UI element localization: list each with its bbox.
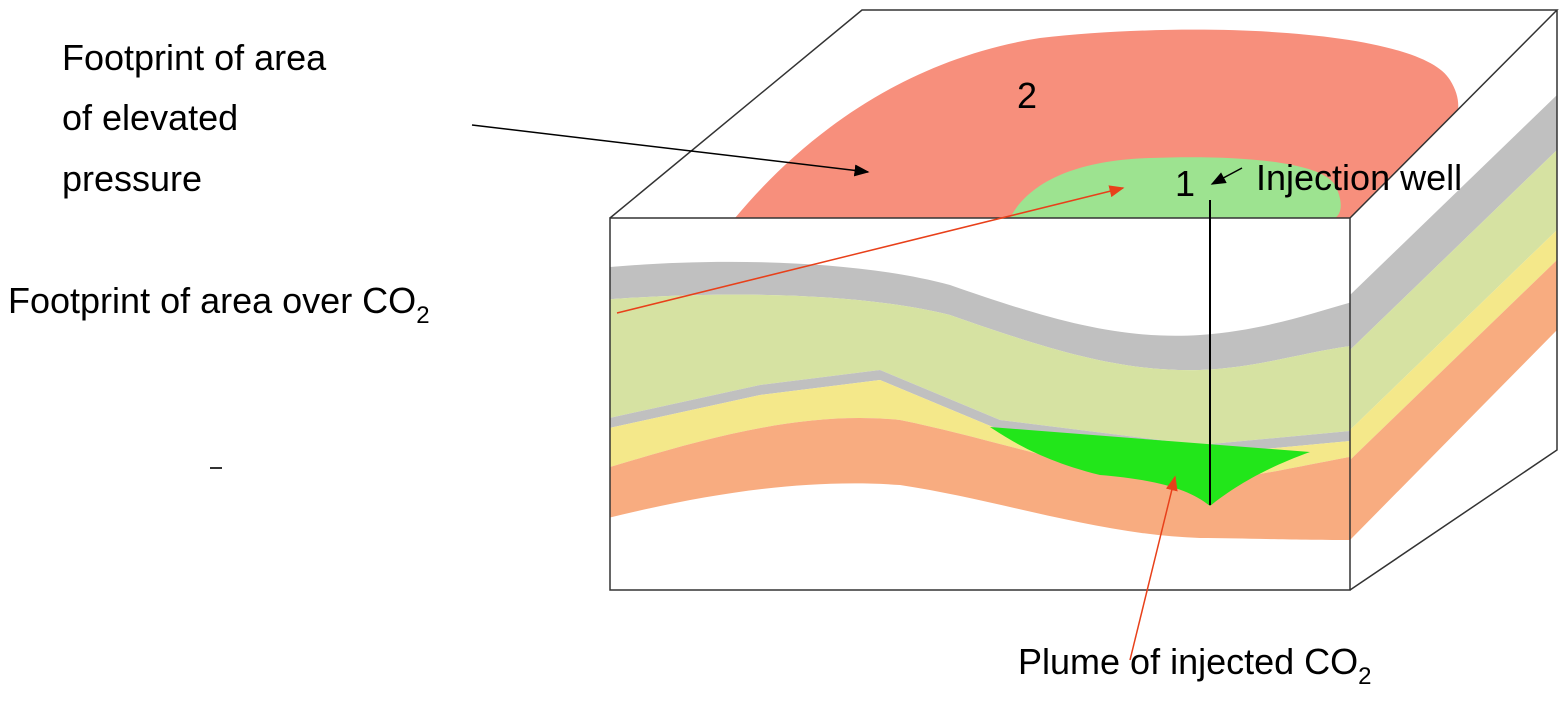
label: Plume of injected CO2	[1018, 641, 1372, 690]
zone-label: 2	[1017, 75, 1037, 116]
front-face	[600, 262, 1360, 540]
label-text: Footprint of area over CO	[8, 280, 416, 321]
page: Footprint of area of elevated pressure F…	[0, 0, 1560, 704]
label: of elevated	[62, 97, 238, 138]
label: pressure	[62, 158, 202, 199]
label: Injection well	[1256, 157, 1462, 198]
label: Footprint of area	[62, 37, 327, 78]
label-text: Plume of injected CO	[1018, 641, 1358, 682]
diagram: Footprint of area of elevated pressure F…	[0, 0, 1560, 704]
zone-label: 1	[1175, 163, 1195, 204]
subscript: 2	[416, 302, 429, 329]
label: Footprint of area over CO2	[8, 280, 430, 329]
subscript: 2	[1358, 663, 1371, 690]
